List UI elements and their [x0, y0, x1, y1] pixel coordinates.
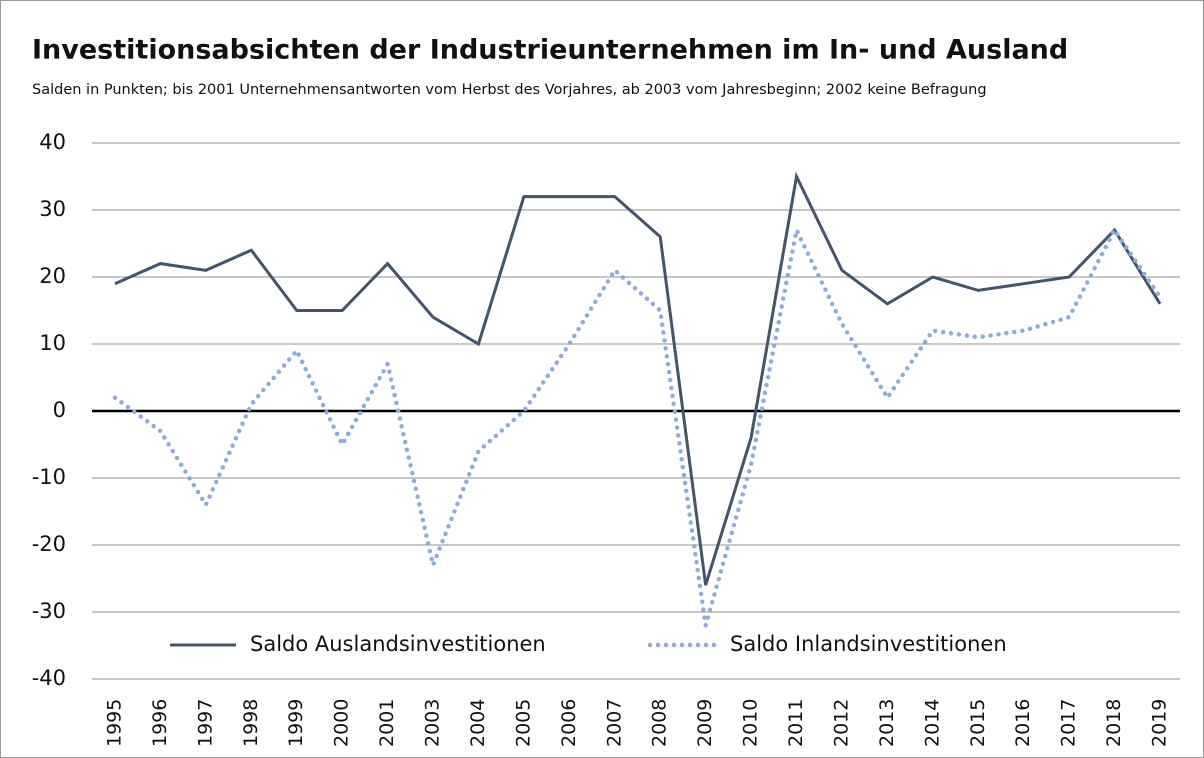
- chart-title: Investitionsabsichten der Industrieunter…: [32, 35, 1068, 66]
- x-tick-label: 2004: [467, 699, 489, 747]
- x-tick-label: 2001: [376, 699, 398, 747]
- x-tick-label: 2019: [1149, 699, 1171, 747]
- x-tick-label: 2017: [1058, 699, 1080, 747]
- x-tick-label: 2006: [558, 699, 580, 747]
- x-tick-label: 2018: [1103, 699, 1125, 747]
- x-tick-label: 2009: [694, 699, 716, 747]
- x-tick-label: 1998: [240, 699, 262, 747]
- series-line: [112, 223, 1163, 627]
- x-tick-label: 1999: [285, 699, 307, 747]
- y-tick-label: -40: [32, 666, 66, 690]
- x-tick-label: 2000: [331, 699, 353, 747]
- x-tick-label: 2008: [649, 699, 671, 747]
- y-tick-label: -30: [32, 599, 66, 623]
- x-tick-label: 2010: [740, 699, 762, 747]
- x-tick-label: 2015: [967, 699, 989, 747]
- chart-subtitle: Salden in Punkten; bis 2001 Unternehmens…: [32, 82, 987, 98]
- x-tick-label: 2011: [785, 699, 807, 747]
- x-tick-label: 1997: [194, 699, 216, 747]
- y-tick-label: -10: [32, 465, 66, 489]
- x-tick-label: 1996: [149, 699, 171, 747]
- x-tick-label: 2013: [876, 699, 898, 747]
- y-tick-label: 20: [39, 264, 66, 288]
- legend-label: Saldo Inlandsinvestitionen: [730, 632, 1007, 656]
- x-tick-label: 2007: [603, 699, 625, 747]
- y-tick-label: 10: [39, 331, 66, 355]
- y-tick-label: 0: [53, 398, 66, 422]
- x-tick-label: 1995: [104, 699, 126, 747]
- x-tick-label: 2003: [422, 699, 444, 747]
- x-tick-label: 2014: [921, 699, 943, 747]
- y-tick-label: 40: [39, 130, 66, 154]
- x-tick-label: 2012: [830, 699, 852, 747]
- x-tick-label: 2016: [1012, 699, 1034, 747]
- legend-label: Saldo Auslandsinvestitionen: [250, 632, 546, 656]
- y-tick-label: 30: [39, 197, 66, 221]
- x-tick-label: 2005: [512, 699, 534, 747]
- y-tick-label: -20: [32, 532, 66, 556]
- series-line: [114, 171, 1162, 586]
